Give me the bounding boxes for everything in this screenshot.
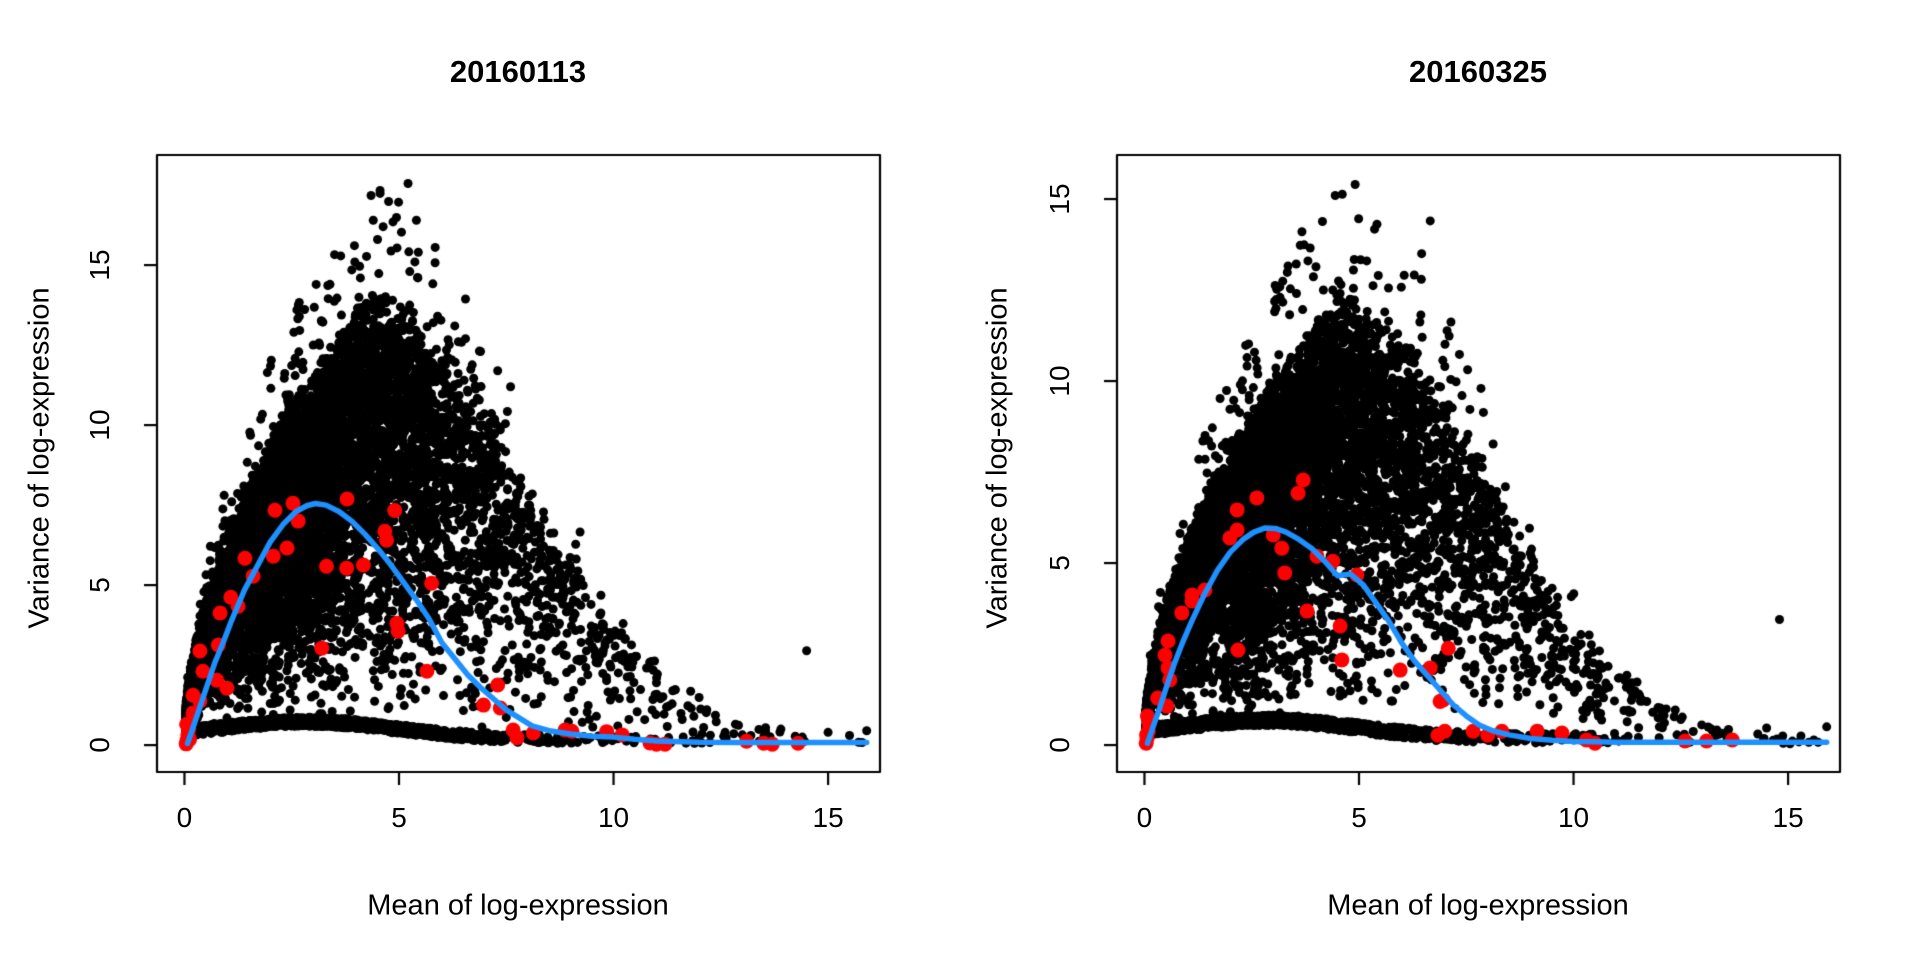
x-axis-tick-label: 5 [1351,802,1367,833]
y-axis-tick-label: 15 [1044,183,1075,215]
y-axis-tick-label: 15 [84,249,115,281]
x-axis-tick-label: 15 [1772,802,1804,833]
x-axis-tick-label: 15 [812,802,844,833]
panel-left-x-axis-label: Mean of log-expression [367,889,669,922]
panel-right-title: 20160325 [1409,54,1547,89]
x-axis-tick-label: 0 [176,802,193,833]
y-axis-tick-label: 5 [84,577,115,593]
y-axis-tick-label: 10 [1044,365,1075,397]
panel-left-y-axis-label: Variance of log-expression [23,287,56,629]
y-axis-tick-label: 5 [1044,555,1075,571]
x-axis-tick-label: 10 [1557,802,1590,833]
panel-left-title: 20160113 [449,54,587,89]
y-axis-tick-label: 10 [84,409,115,441]
x-axis-tick-label: 5 [391,802,407,833]
x-axis-tick-label: 0 [1136,802,1153,833]
y-axis-tick-label: 0 [84,737,115,753]
y-axis-tick-label: 0 [1044,737,1075,753]
x-axis-tick-label: 10 [597,802,630,833]
panel-right-y-axis-label: Variance of log-expression [981,287,1014,629]
panel-right-x-axis-label: Mean of log-expression [1327,889,1629,922]
